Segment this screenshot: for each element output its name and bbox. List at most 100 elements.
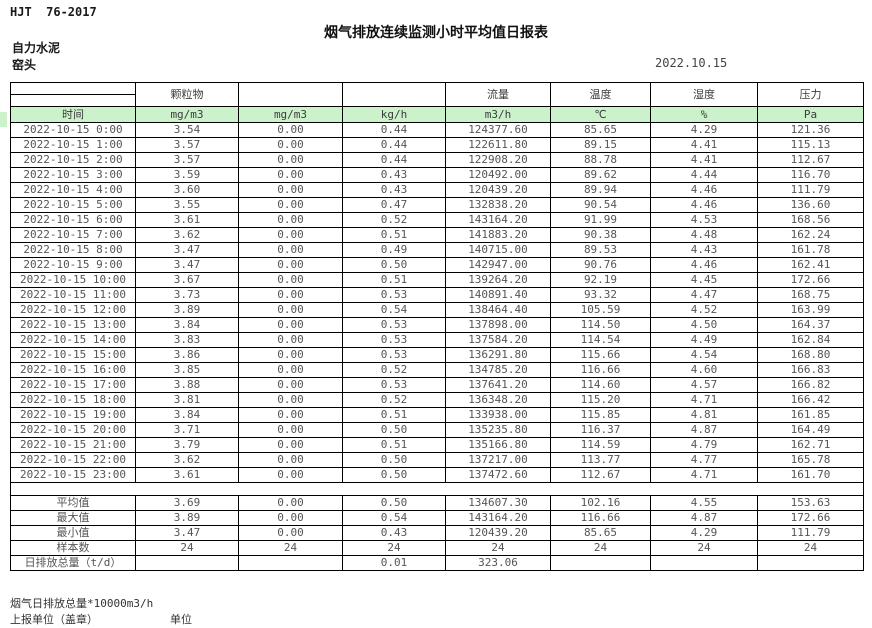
data-cell: 0.49 bbox=[342, 242, 446, 258]
data-row-label: 2022-10-15 7:00 bbox=[10, 227, 136, 243]
data-cell: 89.94 bbox=[550, 182, 651, 198]
summary-cell bbox=[135, 555, 239, 571]
data-cell: 0.00 bbox=[238, 197, 343, 213]
col-header-blank-1 bbox=[238, 82, 343, 107]
data-cell: 136.60 bbox=[757, 197, 864, 213]
data-cell: 3.60 bbox=[135, 182, 239, 198]
data-cell: 3.86 bbox=[135, 347, 239, 363]
page-title: 烟气排放连续监测小时平均值日报表 bbox=[324, 25, 548, 41]
summary-row: 日排放总量（t/d） 0.01 323.06 bbox=[10, 555, 864, 571]
unit-mg: mg/m3 bbox=[238, 106, 343, 123]
data-cell: 0.52 bbox=[342, 212, 446, 228]
data-cell: 0.00 bbox=[238, 377, 343, 393]
data-cell: 0.00 bbox=[238, 362, 343, 378]
summary-cell: 24 bbox=[757, 540, 864, 556]
data-cell: 132838.20 bbox=[445, 197, 551, 213]
summary-cell: 24 bbox=[342, 540, 446, 556]
table-body: 2022-10-15 0:00 3.54 0.00 0.44 124377.60 85.6… bbox=[10, 122, 864, 483]
data-cell: 137472.60 bbox=[445, 467, 551, 483]
company-name: 自力水泥 bbox=[12, 41, 61, 55]
unit-header-row: 时间 mg/m3 mg/m3 kg/h m3/h ℃ % Pa bbox=[10, 106, 864, 123]
data-cell: 4.77 bbox=[650, 452, 758, 468]
summary-row-label: 最小值 bbox=[10, 525, 136, 541]
data-cell: 122611.80 bbox=[445, 137, 551, 153]
data-cell: 0.53 bbox=[342, 317, 446, 333]
data-row-label: 2022-10-15 16:00 bbox=[10, 362, 136, 378]
data-row: 2022-10-15 10:00 3.67 0.00 0.51 139264.20 92.… bbox=[10, 272, 864, 288]
summary-cell: 3.47 bbox=[135, 525, 239, 541]
data-row-label: 2022-10-15 15:00 bbox=[10, 347, 136, 363]
data-row: 2022-10-15 8:00 3.47 0.00 0.49 140715.00 89.5… bbox=[10, 242, 864, 258]
data-cell: 137217.00 bbox=[445, 452, 551, 468]
data-row: 2022-10-15 1:00 3.57 0.00 0.44 122611.80 89.1… bbox=[10, 137, 864, 153]
data-cell: 3.59 bbox=[135, 167, 239, 183]
data-row: 2022-10-15 23:00 3.61 0.00 0.50 137472.60 112… bbox=[10, 467, 864, 483]
data-row: 2022-10-15 14:00 3.83 0.00 0.53 137584.20 114… bbox=[10, 332, 864, 348]
data-cell: 162.24 bbox=[757, 227, 864, 243]
data-cell: 140891.40 bbox=[445, 287, 551, 303]
summary-cell: 134607.30 bbox=[445, 495, 551, 511]
data-cell: 0.43 bbox=[342, 182, 446, 198]
data-cell: 0.00 bbox=[238, 227, 343, 243]
data-cell: 3.73 bbox=[135, 287, 239, 303]
data-cell: 135166.80 bbox=[445, 437, 551, 453]
summary-cell: 0.01 bbox=[342, 555, 446, 571]
data-cell: 88.78 bbox=[550, 152, 651, 168]
summary-row-label: 日排放总量（t/d） bbox=[10, 555, 136, 571]
data-cell: 133938.00 bbox=[445, 407, 551, 423]
data-cell: 3.62 bbox=[135, 452, 239, 468]
data-cell: 164.49 bbox=[757, 422, 864, 438]
summary-cell: 4.29 bbox=[650, 525, 758, 541]
data-cell: 134785.20 bbox=[445, 362, 551, 378]
table-spacer bbox=[10, 482, 864, 496]
data-row: 2022-10-15 6:00 3.61 0.00 0.52 143164.20 91.9… bbox=[10, 212, 864, 228]
spacer-cell bbox=[10, 482, 136, 496]
data-cell: 163.99 bbox=[757, 302, 864, 318]
data-cell: 4.79 bbox=[650, 437, 758, 453]
data-cell: 138464.40 bbox=[445, 302, 551, 318]
summary-row: 最大值 3.89 0.00 0.54 143164.20 116.66 4.87 172.66 bbox=[10, 510, 864, 526]
data-cell: 165.78 bbox=[757, 452, 864, 468]
col-header-flow: 流量 bbox=[445, 82, 551, 107]
report-table-wrapper: 颗粒物 流量 温度 湿度 压力 时间 mg/m3 mg/m3 kg/h m3/h bbox=[10, 82, 864, 571]
data-cell: 136291.80 bbox=[445, 347, 551, 363]
data-row-label: 2022-10-15 10:00 bbox=[10, 272, 136, 288]
col-header-blank-2 bbox=[342, 82, 446, 107]
data-cell: 166.83 bbox=[757, 362, 864, 378]
data-cell: 114.60 bbox=[550, 377, 651, 393]
data-cell: 115.13 bbox=[757, 137, 864, 153]
data-cell: 0.50 bbox=[342, 467, 446, 483]
summary-row-label: 最大值 bbox=[10, 510, 136, 526]
data-cell: 0.00 bbox=[238, 167, 343, 183]
summary-cell: 172.66 bbox=[757, 510, 864, 526]
col-header-pressure: 压力 bbox=[757, 82, 864, 107]
data-cell: 0.00 bbox=[238, 302, 343, 318]
data-cell: 141883.20 bbox=[445, 227, 551, 243]
data-cell: 3.71 bbox=[135, 422, 239, 438]
unit-pm-mg: mg/m3 bbox=[135, 106, 239, 123]
data-cell: 0.00 bbox=[238, 347, 343, 363]
spacer-cell bbox=[445, 482, 551, 496]
data-row: 2022-10-15 20:00 3.71 0.00 0.50 135235.80 116… bbox=[10, 422, 864, 438]
data-cell: 116.37 bbox=[550, 422, 651, 438]
data-cell: 162.41 bbox=[757, 257, 864, 273]
data-cell: 124377.60 bbox=[445, 122, 551, 138]
data-cell: 4.41 bbox=[650, 152, 758, 168]
data-cell: 3.84 bbox=[135, 407, 239, 423]
data-cell: 4.50 bbox=[650, 317, 758, 333]
data-cell: 115.66 bbox=[550, 347, 651, 363]
data-cell: 121.36 bbox=[757, 122, 864, 138]
data-row: 2022-10-15 4:00 3.60 0.00 0.43 120439.20 89.9… bbox=[10, 182, 864, 198]
col-header-time: 时间 bbox=[10, 106, 136, 123]
data-row: 2022-10-15 19:00 3.84 0.00 0.51 133938.00 115… bbox=[10, 407, 864, 423]
data-row: 2022-10-15 17:00 3.88 0.00 0.53 137641.20 114… bbox=[10, 377, 864, 393]
data-row-label: 2022-10-15 2:00 bbox=[10, 152, 136, 168]
data-row-label: 2022-10-15 20:00 bbox=[10, 422, 136, 438]
data-cell: 0.00 bbox=[238, 452, 343, 468]
data-row: 2022-10-15 12:00 3.89 0.00 0.54 138464.40 105… bbox=[10, 302, 864, 318]
data-row-label: 2022-10-15 3:00 bbox=[10, 167, 136, 183]
data-cell: 161.85 bbox=[757, 407, 864, 423]
data-cell: 0.00 bbox=[238, 437, 343, 453]
data-cell: 3.81 bbox=[135, 392, 239, 408]
